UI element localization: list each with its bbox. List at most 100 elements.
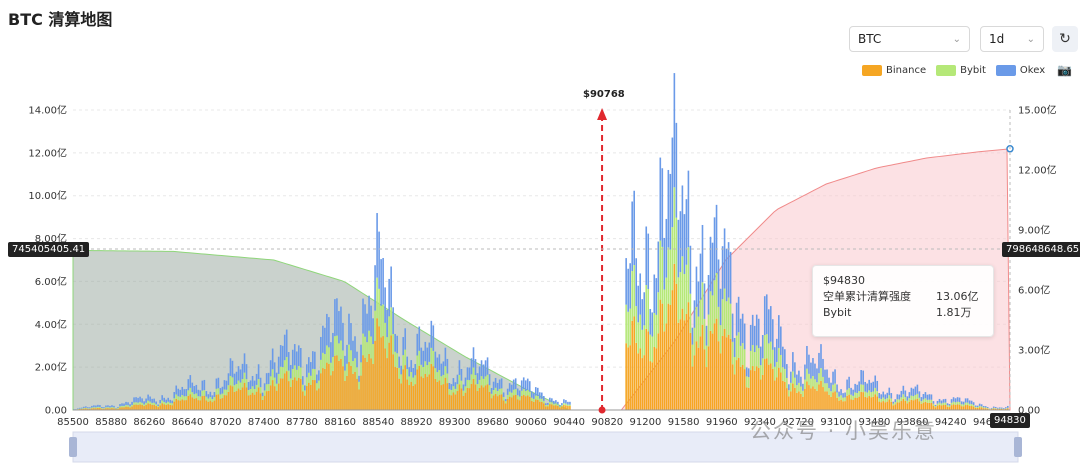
- bar-binance: [898, 402, 901, 410]
- bar-binance: [802, 396, 804, 410]
- bar-binance: [808, 385, 810, 410]
- period-select[interactable]: 1d ⌄: [980, 26, 1044, 52]
- bar-binance: [798, 391, 800, 410]
- bar-binance: [956, 404, 959, 410]
- bar-bybit: [850, 394, 852, 400]
- bar-okex: [464, 377, 467, 387]
- refresh-button[interactable]: ↻: [1052, 26, 1078, 52]
- bar-okex: [173, 392, 176, 399]
- bar-binance: [189, 394, 192, 410]
- bar-okex: [350, 323, 352, 351]
- x-tick-label: 91580: [668, 417, 700, 428]
- bar-bybit: [898, 399, 901, 403]
- legend-item-binance[interactable]: Binance: [862, 64, 926, 76]
- legend-swatch-binance: [862, 64, 882, 76]
- bar-okex: [239, 369, 242, 383]
- legend-item-okex[interactable]: Okex: [995, 64, 1045, 76]
- bar-binance: [555, 405, 557, 410]
- bar-bybit: [267, 384, 270, 391]
- bar-okex: [818, 352, 820, 374]
- bar-okex: [390, 266, 392, 308]
- bar-okex: [161, 395, 163, 401]
- bar-okex: [179, 389, 182, 397]
- bar-bybit: [109, 407, 111, 409]
- bar-okex: [255, 373, 258, 385]
- bar-okex: [430, 320, 433, 348]
- bar-binance: [117, 408, 119, 410]
- bar-bybit: [438, 370, 441, 381]
- x-tick-label: 88160: [324, 417, 356, 428]
- x-tick-label: 92340: [744, 417, 776, 428]
- bar-bybit: [468, 380, 471, 389]
- bar-okex: [978, 403, 981, 406]
- bar-bybit: [342, 350, 344, 367]
- bar-okex: [91, 405, 93, 408]
- bar-binance: [229, 385, 232, 410]
- bar-bybit: [472, 367, 475, 379]
- bar-okex: [508, 383, 511, 392]
- bar-okex: [717, 259, 720, 307]
- bar-okex: [261, 392, 264, 397]
- bar-bybit: [376, 277, 378, 319]
- bar-bybit: [876, 391, 879, 397]
- bar-okex: [147, 394, 149, 401]
- bar-bybit: [954, 402, 957, 405]
- bar-bybit: [474, 375, 477, 385]
- bar-okex: [878, 392, 881, 399]
- bar-binance: [653, 346, 656, 410]
- bar-binance: [882, 401, 885, 410]
- bar-binance: [336, 355, 338, 410]
- bar-okex: [778, 315, 780, 348]
- x-tick-label: 93100: [820, 417, 852, 428]
- bar-okex: [354, 336, 356, 359]
- bar-okex: [745, 367, 748, 377]
- coin-select[interactable]: BTC ⌄: [849, 26, 970, 52]
- bar-binance: [508, 396, 511, 410]
- bar-binance: [567, 406, 569, 410]
- bar-binance: [456, 391, 459, 410]
- bar-okex: [838, 391, 840, 397]
- bar-okex: [424, 341, 427, 362]
- bar-okex: [229, 358, 232, 376]
- bar-binance: [332, 371, 334, 410]
- bar-okex: [565, 400, 567, 404]
- bar-binance: [691, 366, 694, 410]
- bar-okex: [340, 306, 342, 341]
- bar-bybit: [119, 406, 121, 408]
- bar-binance: [173, 401, 176, 410]
- bar-bybit: [826, 383, 828, 392]
- bar-bybit: [175, 394, 178, 399]
- y-tick-label-right: 3.00亿: [1018, 344, 1050, 357]
- bar-okex: [868, 379, 870, 391]
- bar-bybit: [402, 355, 405, 370]
- bar-bybit: [721, 299, 724, 337]
- bar-bybit: [366, 342, 368, 362]
- bar-bybit: [370, 336, 372, 359]
- bar-binance: [563, 404, 565, 410]
- bar-okex: [360, 344, 362, 363]
- bar-binance: [121, 407, 123, 410]
- bar-okex: [930, 394, 933, 400]
- bar-okex: [442, 361, 445, 375]
- bar-bybit: [129, 406, 131, 408]
- bar-okex: [926, 394, 929, 400]
- bar-okex: [145, 398, 147, 403]
- bar-binance: [472, 378, 475, 410]
- bar-bybit: [388, 316, 390, 343]
- bar-bybit: [739, 345, 742, 367]
- camera-icon[interactable]: 📷: [1057, 63, 1073, 77]
- bar-binance: [175, 398, 178, 410]
- bar-bybit: [561, 405, 563, 407]
- bar-bybit: [223, 389, 226, 396]
- bar-binance: [894, 404, 897, 410]
- bar-okex: [121, 403, 123, 406]
- bar-okex: [675, 122, 678, 218]
- bar-okex: [516, 388, 519, 396]
- bar-binance: [338, 360, 340, 410]
- bar-binance: [346, 375, 348, 410]
- legend-item-bybit[interactable]: Bybit: [936, 64, 986, 76]
- bar-bybit: [882, 397, 885, 402]
- bar-bybit: [155, 404, 157, 406]
- bar-binance: [191, 397, 194, 410]
- bar-okex: [223, 380, 226, 390]
